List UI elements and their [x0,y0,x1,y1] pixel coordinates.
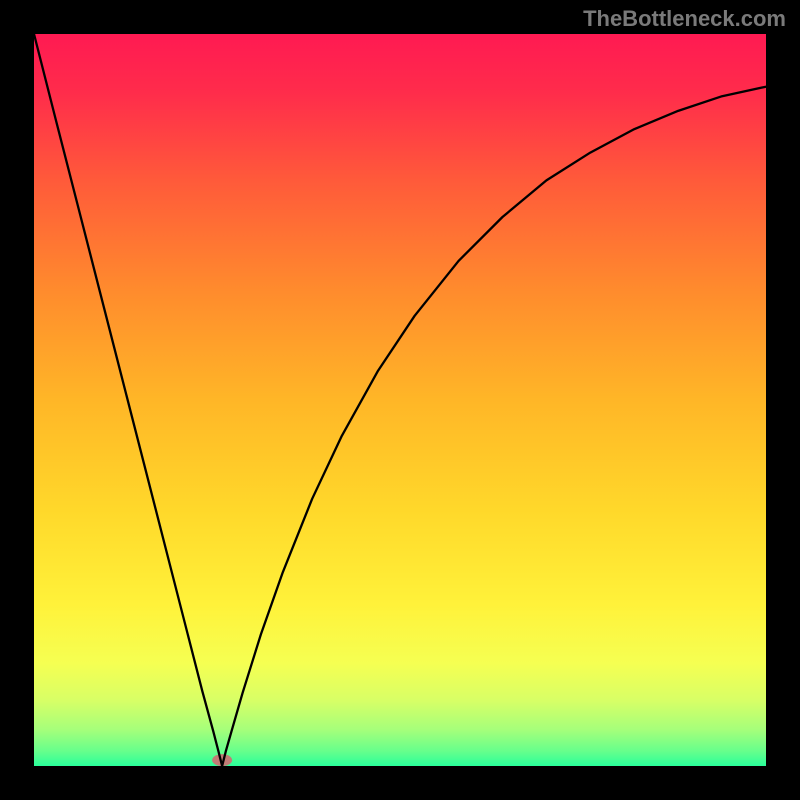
watermark-label: TheBottleneck.com [583,6,786,32]
chart-frame: TheBottleneck.com [0,0,800,800]
curve-layer [34,34,766,766]
plot-area [34,34,766,766]
bottleneck-curve [34,34,766,766]
